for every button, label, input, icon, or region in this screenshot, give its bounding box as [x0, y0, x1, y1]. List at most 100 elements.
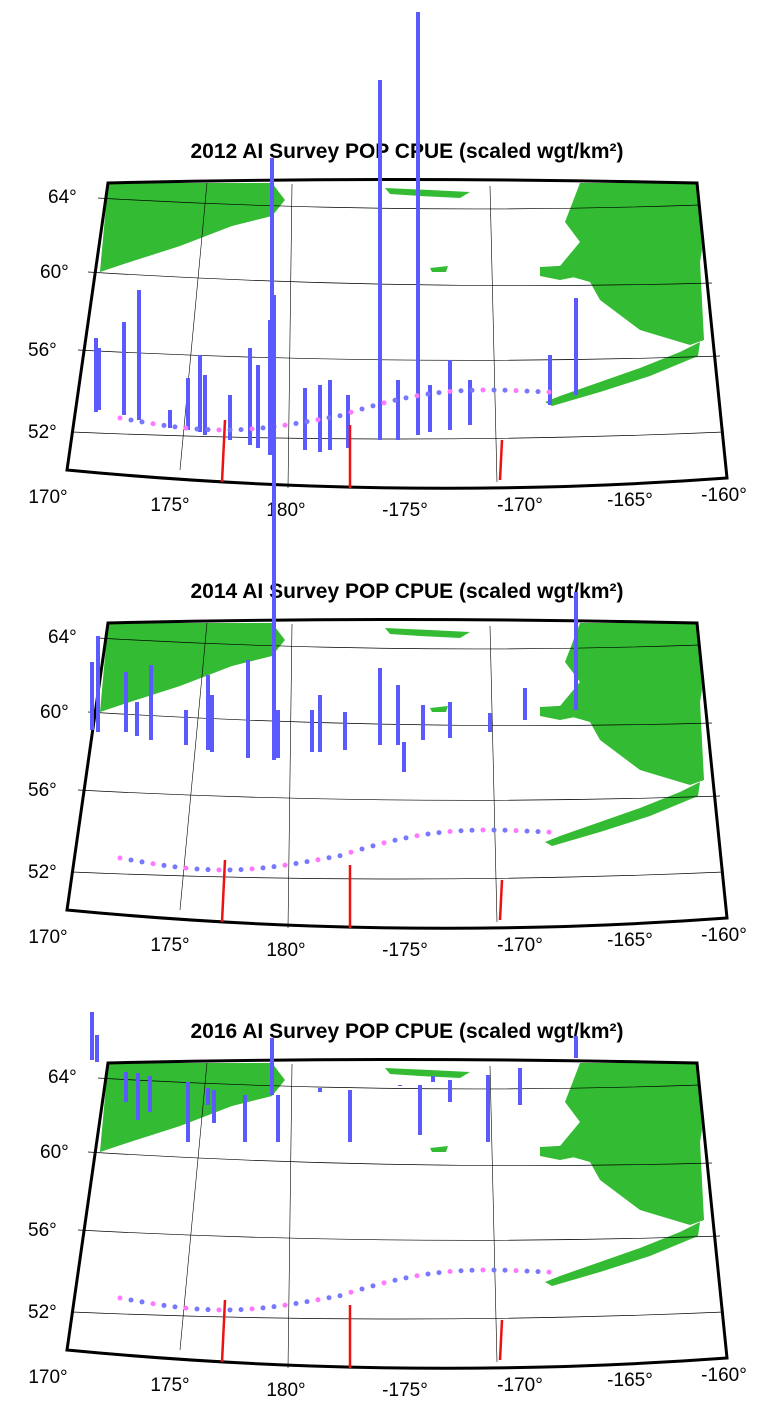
land	[100, 183, 285, 272]
station	[546, 1269, 552, 1275]
lon-label: 180°	[266, 940, 305, 961]
station	[194, 866, 200, 872]
lat-label: 52°	[28, 1302, 57, 1323]
station	[315, 417, 321, 423]
station	[370, 843, 376, 849]
land	[555, 183, 704, 345]
parallel	[87, 271, 713, 286]
meridian	[287, 1063, 293, 1369]
station	[491, 387, 497, 393]
land	[555, 623, 704, 785]
section-line	[498, 439, 504, 481]
station	[491, 1267, 497, 1273]
station	[260, 1305, 266, 1311]
lon-label: -165°	[607, 490, 653, 511]
meridian	[179, 622, 208, 911]
station	[458, 1268, 464, 1274]
station	[359, 846, 365, 852]
lon-label: -175°	[382, 940, 428, 961]
section-line	[220, 859, 227, 923]
map-frame	[65, 178, 729, 490]
station	[403, 395, 409, 401]
station	[282, 422, 288, 428]
station	[337, 853, 343, 859]
parallel	[77, 1229, 721, 1241]
map-panel: 2012 AI Survey POP CPUE (scaled wgt/km²)…	[28, 12, 747, 521]
station	[260, 425, 266, 431]
lon-label: 175°	[150, 935, 189, 956]
station	[392, 837, 398, 843]
map-frame	[65, 618, 729, 930]
station	[216, 867, 222, 873]
lat-label: 60°	[40, 262, 69, 283]
station	[469, 1267, 475, 1273]
station	[469, 387, 475, 393]
lon-label: -160°	[701, 485, 747, 506]
station	[249, 866, 255, 872]
station	[326, 855, 332, 861]
station	[150, 421, 156, 427]
station	[348, 1289, 354, 1295]
station	[249, 1306, 255, 1312]
station	[348, 409, 354, 415]
station	[370, 403, 376, 409]
lon-label: -170°	[497, 495, 543, 516]
land	[100, 623, 285, 712]
station	[524, 388, 530, 394]
station	[480, 387, 486, 393]
lon-label: -160°	[701, 1365, 747, 1386]
land	[545, 342, 700, 406]
station	[205, 867, 211, 873]
lon-label: -165°	[607, 1370, 653, 1391]
land	[540, 1145, 585, 1160]
station	[282, 862, 288, 868]
station	[392, 397, 398, 403]
station	[535, 1269, 541, 1275]
station	[315, 1297, 321, 1303]
station	[183, 1305, 189, 1311]
station	[480, 1267, 486, 1273]
lon-label: 170°	[28, 1367, 67, 1388]
station	[414, 833, 420, 839]
panel-title: 2012 AI Survey POP CPUE (scaled wgt/km²)	[190, 140, 623, 163]
meridian	[489, 625, 498, 923]
station	[447, 388, 453, 394]
station	[161, 1302, 167, 1308]
lat-label: 64°	[48, 187, 77, 208]
parallel	[77, 789, 721, 801]
station	[447, 828, 453, 834]
station	[293, 860, 299, 866]
station	[271, 1304, 277, 1310]
station	[205, 1307, 211, 1313]
station	[403, 1275, 409, 1281]
station	[337, 413, 343, 419]
section-line	[220, 419, 227, 483]
lat-label: 64°	[48, 627, 77, 648]
station	[414, 1273, 420, 1279]
station	[117, 855, 123, 861]
station	[304, 859, 310, 865]
section-line	[220, 1299, 227, 1363]
land	[385, 1068, 470, 1078]
section-line	[498, 1319, 504, 1361]
meridian	[489, 1065, 498, 1363]
lat-label: 64°	[48, 1067, 77, 1088]
land	[540, 705, 585, 720]
station	[370, 1283, 376, 1289]
meridian	[489, 185, 498, 483]
land	[100, 1063, 285, 1152]
meridian	[179, 1062, 208, 1351]
station	[458, 388, 464, 394]
station	[194, 1306, 200, 1312]
lon-label: 180°	[266, 500, 305, 521]
parallel	[97, 197, 701, 210]
station	[293, 1300, 299, 1306]
land	[385, 628, 470, 638]
station	[502, 1267, 508, 1273]
lon-label: 175°	[150, 1375, 189, 1396]
station	[128, 417, 134, 423]
lon-label: -175°	[382, 1380, 428, 1401]
station	[293, 420, 299, 426]
station	[183, 865, 189, 871]
station	[436, 1270, 442, 1276]
